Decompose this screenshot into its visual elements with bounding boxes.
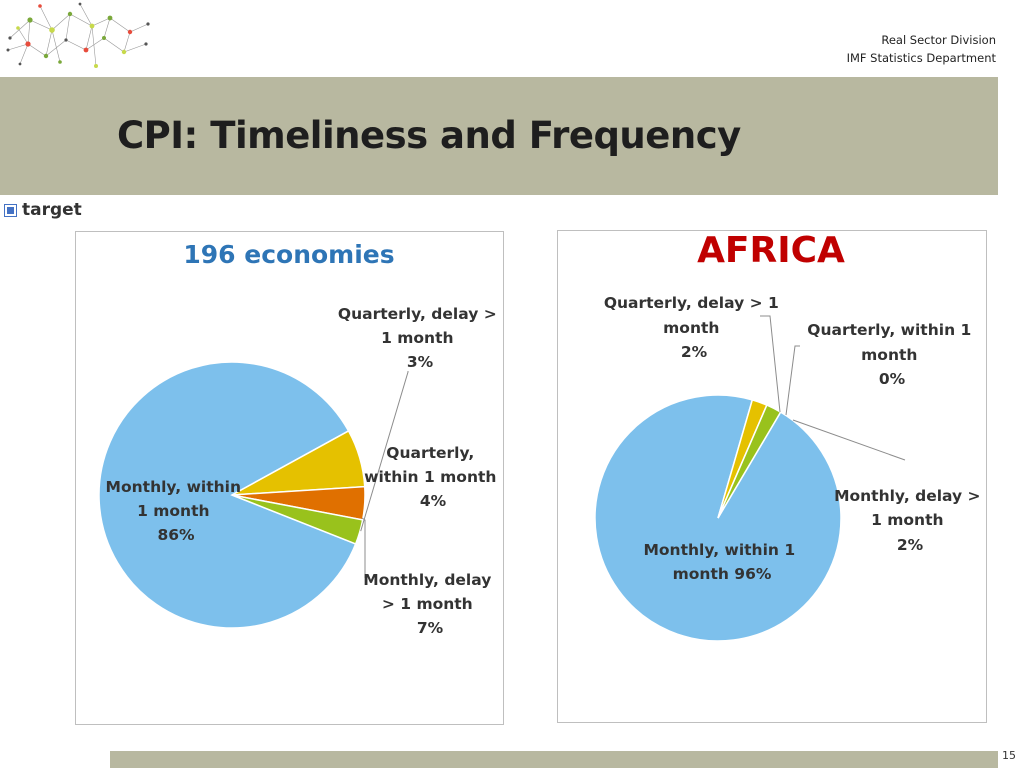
page-number: 15 [1002, 749, 1016, 762]
label-line: Quarterly, delay > [338, 305, 497, 323]
chart-title-africa: AFRICA [697, 230, 845, 271]
leader-line-quarterly-delay [360, 371, 409, 532]
pie-africa [594, 394, 842, 642]
slide-title: CPI: Timeliness and Frequency [117, 114, 741, 157]
label-africa-quarterly-delay: Quarterly, delay > 1 month 2% [604, 294, 784, 361]
leader-lines-world [360, 371, 409, 578]
imf-network-logo [6, 2, 150, 68]
leader-line-monthly-delay [361, 517, 366, 578]
title-band [0, 77, 998, 195]
label-line: Quarterly, [386, 444, 474, 462]
leader-line-quarterly-within [785, 345, 800, 416]
label-africa-monthly-within: Monthly, within 1 month 96% [643, 541, 800, 583]
leader-line-quarterly-delay [760, 315, 781, 413]
label-world-quarterly-delay: Quarterly, delay > 1 month 3% [338, 305, 502, 371]
slice-quarterly-delay [231, 494, 364, 545]
label-line: Monthly, delay [363, 571, 491, 589]
label-line: > 1 month [382, 595, 473, 613]
label-line: 1 month [381, 329, 453, 347]
target-label: target [22, 200, 82, 220]
label-line: month [663, 319, 719, 337]
department-label: IMF Statistics Department [846, 51, 996, 65]
label-line: 2% [681, 343, 708, 361]
leader-lines-africa [760, 315, 906, 461]
header-info: Real Sector Division IMF Statistics Depa… [847, 31, 996, 67]
slice-monthly-within [98, 361, 357, 629]
division-label: Real Sector Division [881, 33, 996, 47]
target-tag: target [4, 200, 82, 220]
label-line: month [861, 346, 917, 364]
label-world-monthly-delay: Monthly, delay > 1 month 7% [363, 571, 496, 637]
label-line: within 1 month [364, 468, 496, 486]
label-line: Quarterly, within 1 [807, 321, 971, 339]
leader-line-monthly-delay [792, 419, 906, 461]
label-line: month 96% [673, 565, 772, 583]
label-line: 4% [420, 492, 447, 510]
label-line: 3% [407, 353, 434, 371]
chart-title-world: 196 economies [183, 240, 394, 269]
label-line: Monthly, within 1 [643, 541, 795, 559]
label-africa-quarterly-within: Quarterly, within 1 month 0% [807, 321, 976, 388]
footer-bar [110, 751, 998, 768]
label-line: 86% [157, 526, 195, 544]
label-world-monthly-within: Monthly, within 1 month 86% [106, 478, 247, 544]
label-line: 2% [897, 536, 924, 554]
slice-quarterly-delay [717, 404, 782, 519]
pie-world [98, 361, 366, 629]
label-line: Monthly, within [106, 478, 241, 496]
label-line: 1 month [137, 502, 209, 520]
label-line: Monthly, delay > [834, 487, 980, 505]
label-line: 0% [879, 370, 906, 388]
label-line: 7% [417, 619, 444, 637]
label-line: 1 month [871, 511, 943, 529]
label-world-quarterly-within: Quarterly, within 1 month 4% [364, 444, 502, 510]
label-line: Quarterly, delay > 1 [604, 294, 779, 312]
label-africa-monthly-delay: Monthly, delay > 1 month 2% [834, 487, 986, 554]
checkbox-icon [4, 203, 17, 217]
